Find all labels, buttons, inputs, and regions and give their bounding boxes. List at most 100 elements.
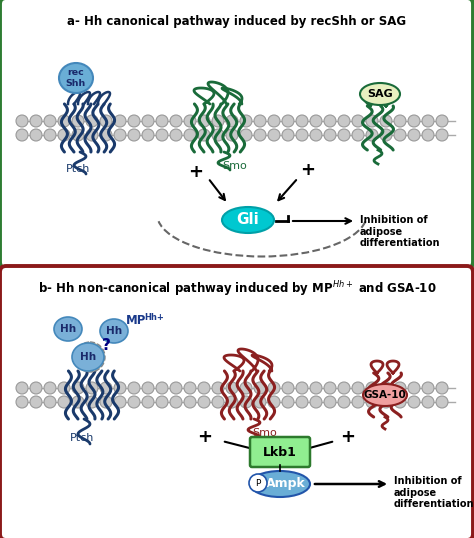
Circle shape: [212, 396, 224, 408]
Circle shape: [128, 396, 140, 408]
Circle shape: [310, 396, 322, 408]
Text: Ampk: Ampk: [266, 478, 306, 491]
Text: P: P: [255, 478, 261, 487]
Circle shape: [170, 129, 182, 141]
Circle shape: [184, 129, 196, 141]
Circle shape: [380, 115, 392, 127]
Circle shape: [338, 129, 350, 141]
Circle shape: [86, 396, 98, 408]
Circle shape: [72, 115, 84, 127]
Circle shape: [240, 396, 252, 408]
Circle shape: [170, 396, 182, 408]
Text: Lkb1: Lkb1: [263, 445, 297, 458]
Circle shape: [226, 396, 238, 408]
Text: MP: MP: [126, 315, 146, 328]
Circle shape: [16, 382, 28, 394]
Text: Smo: Smo: [222, 161, 247, 171]
Circle shape: [296, 396, 308, 408]
Text: Hh: Hh: [60, 324, 76, 334]
Circle shape: [240, 115, 252, 127]
Circle shape: [184, 382, 196, 394]
Circle shape: [114, 396, 126, 408]
Text: +: +: [198, 428, 212, 446]
Text: Ptch: Ptch: [66, 164, 91, 174]
Circle shape: [114, 129, 126, 141]
Circle shape: [16, 396, 28, 408]
Circle shape: [128, 115, 140, 127]
Text: Inhibition of
adipose
differentiation: Inhibition of adipose differentiation: [394, 476, 474, 509]
Circle shape: [44, 396, 56, 408]
Circle shape: [198, 382, 210, 394]
Circle shape: [100, 115, 112, 127]
Circle shape: [86, 382, 98, 394]
Circle shape: [142, 382, 154, 394]
Circle shape: [226, 115, 238, 127]
Circle shape: [422, 129, 434, 141]
Circle shape: [296, 382, 308, 394]
Circle shape: [156, 396, 168, 408]
Circle shape: [156, 382, 168, 394]
Circle shape: [296, 115, 308, 127]
Circle shape: [249, 474, 267, 492]
Circle shape: [380, 396, 392, 408]
Circle shape: [128, 382, 140, 394]
Circle shape: [156, 129, 168, 141]
Circle shape: [282, 396, 294, 408]
Circle shape: [436, 129, 448, 141]
Circle shape: [352, 382, 364, 394]
Text: Inhibition of
adipose
differentiation: Inhibition of adipose differentiation: [360, 215, 440, 248]
Circle shape: [324, 115, 336, 127]
Text: GSA-10: GSA-10: [364, 390, 406, 400]
Circle shape: [268, 129, 280, 141]
Circle shape: [16, 129, 28, 141]
Circle shape: [75, 342, 105, 372]
Circle shape: [268, 382, 280, 394]
Circle shape: [366, 129, 378, 141]
Circle shape: [310, 382, 322, 394]
Circle shape: [394, 115, 406, 127]
Text: Hh+: Hh+: [144, 314, 164, 322]
Circle shape: [86, 115, 98, 127]
Circle shape: [240, 382, 252, 394]
Circle shape: [394, 396, 406, 408]
Circle shape: [282, 129, 294, 141]
Circle shape: [30, 115, 42, 127]
Circle shape: [184, 396, 196, 408]
Circle shape: [436, 382, 448, 394]
Circle shape: [16, 115, 28, 127]
Circle shape: [100, 382, 112, 394]
Circle shape: [422, 115, 434, 127]
Text: ?: ?: [101, 337, 110, 352]
Text: Gli: Gli: [237, 213, 259, 228]
Circle shape: [394, 382, 406, 394]
Circle shape: [44, 129, 56, 141]
Circle shape: [212, 382, 224, 394]
Circle shape: [226, 129, 238, 141]
Circle shape: [366, 396, 378, 408]
Ellipse shape: [72, 343, 104, 371]
Circle shape: [324, 396, 336, 408]
Circle shape: [408, 382, 420, 394]
Ellipse shape: [250, 471, 310, 497]
Circle shape: [212, 115, 224, 127]
Circle shape: [296, 129, 308, 141]
Circle shape: [408, 129, 420, 141]
Circle shape: [30, 396, 42, 408]
Circle shape: [254, 129, 266, 141]
Circle shape: [436, 396, 448, 408]
Circle shape: [338, 396, 350, 408]
Text: +: +: [301, 161, 316, 179]
Circle shape: [30, 382, 42, 394]
Circle shape: [408, 396, 420, 408]
Circle shape: [268, 396, 280, 408]
Ellipse shape: [360, 83, 400, 105]
Circle shape: [100, 129, 112, 141]
Circle shape: [212, 129, 224, 141]
Circle shape: [352, 396, 364, 408]
Circle shape: [352, 115, 364, 127]
Circle shape: [184, 115, 196, 127]
Circle shape: [58, 115, 70, 127]
Circle shape: [86, 129, 98, 141]
FancyBboxPatch shape: [250, 437, 310, 467]
Ellipse shape: [100, 319, 128, 343]
